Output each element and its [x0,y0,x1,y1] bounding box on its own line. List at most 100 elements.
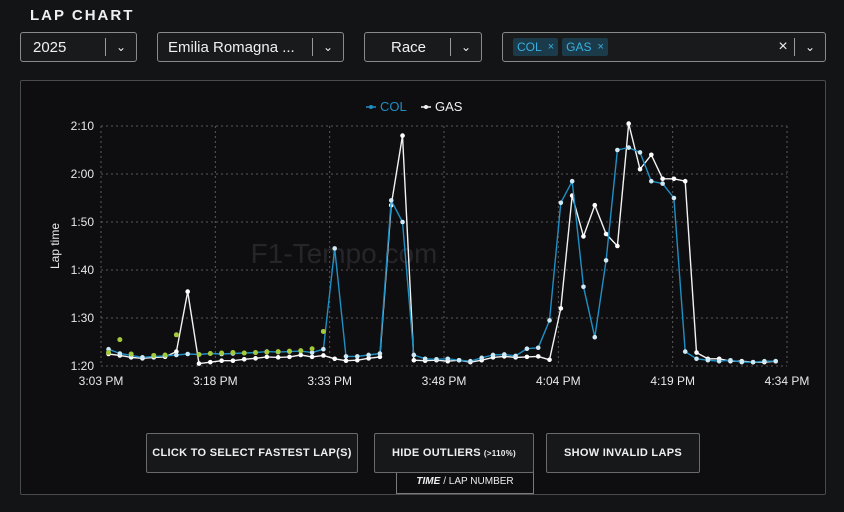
driver-tag-col: COL × [513,38,559,56]
chevron-down-icon[interactable]: ⌄ [460,40,472,54]
legend-label-col: COL [380,99,407,114]
y-tick-label: 1:50 [71,215,95,229]
invalid-lap-point [286,348,292,354]
x-tick-label: 3:48 PM [422,374,467,388]
data-point-gas [660,176,665,182]
data-point-gas [264,354,270,360]
data-point-gas [253,356,258,361]
data-point-gas [332,356,337,362]
data-point-gas [411,357,417,363]
data-point-col [309,350,315,355]
data-point-col [637,150,643,155]
data-point-gas [581,234,586,239]
data-point-col [343,354,349,359]
page-title: LAP CHART [30,7,135,24]
x-axis-toggle-rest: / LAP NUMBER [443,476,514,487]
data-point-gas [230,358,236,364]
invalid-lap-point [275,349,281,355]
data-point-col [547,318,552,323]
data-point-gas [615,243,620,249]
divider [794,38,795,56]
data-point-col [716,358,722,364]
data-point-col [174,352,179,358]
data-point-gas [626,121,631,126]
data-point-col [377,351,383,356]
y-tick-label: 2:00 [71,167,95,181]
data-point-gas [694,350,699,355]
chart-axes: 1:20 1:30 1:40 1:50 2:00 2:10 3:03 PM 3:18 PM 3:… [48,119,809,388]
y-axis-label: Lap time [48,223,62,269]
year-select[interactable]: 2025 ⌄ [20,32,137,62]
data-point-gas [592,202,598,208]
hide-outliers-suffix: (>110%) [483,448,516,458]
invalid-lap-point [320,328,326,334]
invalid-lap-point [230,350,236,356]
data-point-col [513,353,518,359]
data-point-col [671,195,677,201]
driver-multiselect[interactable]: COL × GAS × × ⌄ [502,32,826,62]
data-point-gas [671,176,677,182]
data-point-col [321,346,326,352]
data-point-gas [309,354,315,360]
remove-driver-icon[interactable]: × [547,41,555,53]
legend-label-gas: GAS [435,99,463,114]
invalid-lap-point [128,351,134,357]
show-invalid-laps-button[interactable]: SHOW INVALID LAPS [546,433,700,473]
invalid-lap-point [196,351,202,357]
data-point-gas [558,306,564,311]
data-point-col [615,147,620,153]
data-point-gas [298,352,304,358]
data-point-gas [219,358,224,364]
data-point-col [332,246,337,251]
remove-driver-icon[interactable]: × [597,41,604,53]
data-point-gas [366,356,371,361]
data-point-col [140,355,145,360]
data-point-gas [535,354,541,359]
series-line-gas [108,122,776,365]
data-point-col [456,357,462,363]
session-select[interactable]: Race ⌄ [364,32,482,62]
chevron-down-icon[interactable]: ⌄ [804,40,816,54]
invalid-lap-point [207,351,213,357]
data-point-gas [241,356,247,362]
data-point-col [739,359,745,365]
select-fastest-laps-button[interactable]: CLICK TO SELECT FASTEST LAP(S) [146,433,358,473]
data-point-col [649,178,654,184]
data-point-col [660,181,665,186]
data-point-col [750,359,756,365]
data-point-col [569,178,575,184]
driver-tags: COL × GAS × [503,38,772,56]
chevron-down-icon[interactable]: ⌄ [322,40,334,54]
chart-series [106,121,778,366]
invalid-lap-point [219,350,225,356]
event-select[interactable]: Emilia Romagna ... ⌄ [157,32,344,62]
year-value: 2025 [33,38,67,56]
y-tick-label: 1:20 [71,359,95,373]
data-point-gas [196,361,202,366]
hide-outliers-label: HIDE OUTLIERS [392,447,481,459]
clear-icon[interactable]: × [778,38,788,55]
data-point-gas [547,357,552,363]
driver-tag-gas: GAS × [562,38,608,56]
y-tick-label: 1:30 [71,311,95,325]
data-point-col [773,358,778,364]
data-point-gas [208,359,213,365]
data-point-col [535,345,541,351]
data-point-col [388,198,394,203]
legend-marker-col [369,105,373,109]
x-tick-label: 3:03 PM [79,374,124,388]
invalid-lap-point [162,352,168,358]
data-point-col [366,352,371,358]
x-tick-label: 4:19 PM [650,374,695,388]
invalid-lap-point [117,337,123,343]
select-fastest-laps-label: CLICK TO SELECT FASTEST LAP(S) [152,447,352,459]
driver-tag-label: COL [517,40,542,54]
data-point-col [558,200,564,206]
data-point-gas [649,152,654,158]
data-point-gas [524,354,530,360]
hide-outliers-button[interactable]: HIDE OUTLIERS (>110%) [374,433,534,473]
session-value: Race [391,38,427,56]
divider [312,38,313,56]
data-point-col [524,346,530,352]
chevron-down-icon[interactable]: ⌄ [115,40,127,54]
